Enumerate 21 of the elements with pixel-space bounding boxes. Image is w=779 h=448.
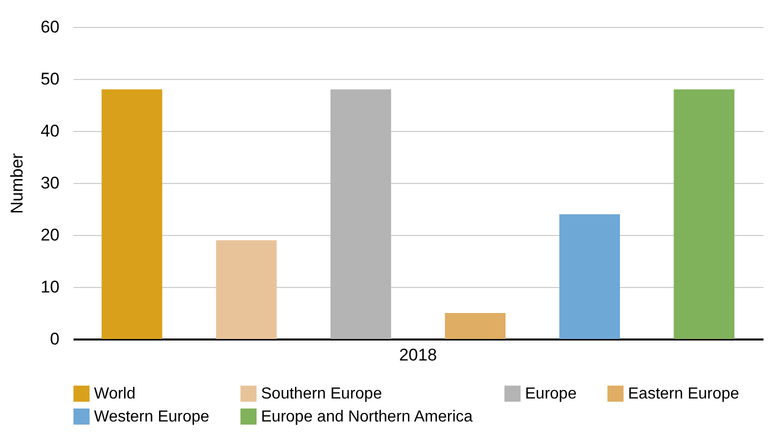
y-tick-label: 20	[40, 226, 60, 244]
bar	[559, 214, 620, 339]
y-tick-label: 40	[40, 122, 60, 140]
legend-label: Europe	[525, 386, 577, 403]
legend-label: Southern Europe	[261, 386, 382, 403]
y-tick-label: 60	[40, 18, 60, 36]
bar	[330, 89, 392, 339]
y-tick-label: 10	[40, 278, 60, 296]
bar	[444, 313, 506, 339]
x-tick-label: 2018	[399, 346, 437, 364]
y-tick-label: 30	[40, 174, 60, 192]
y-tick-label: 50	[40, 70, 60, 88]
legend-label: World	[94, 386, 136, 403]
y-axis-title: Number	[8, 152, 27, 214]
bar	[674, 89, 734, 339]
legend-label: Western Europe	[94, 408, 210, 426]
bar	[216, 240, 277, 339]
bar	[102, 89, 162, 339]
y-tick-label: 0	[50, 330, 60, 348]
legend-label: Eastern Europe	[628, 386, 740, 403]
legend-label: Europe and Northern America	[261, 408, 473, 426]
